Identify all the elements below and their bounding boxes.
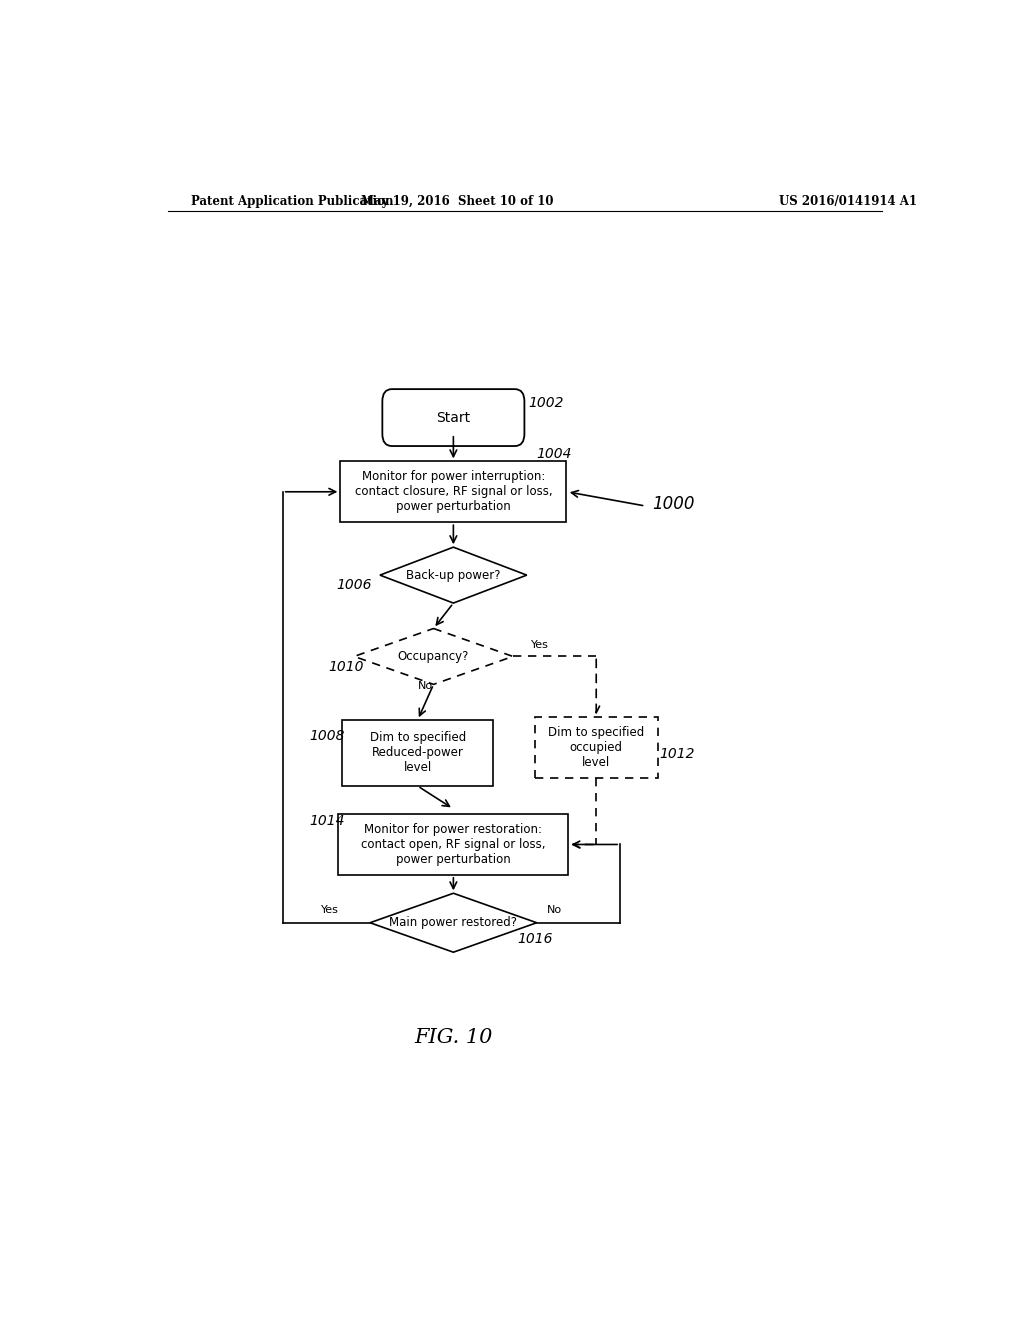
Text: 1012: 1012 (659, 747, 695, 762)
Bar (535, 718, 657, 779)
Bar (342, 719, 494, 785)
Text: 1008: 1008 (309, 729, 344, 743)
Text: Start: Start (436, 411, 470, 425)
Text: Back-up power?: Back-up power? (407, 569, 501, 582)
Text: US 2016/0141914 A1: US 2016/0141914 A1 (778, 194, 916, 207)
Text: No: No (547, 904, 562, 915)
Text: Monitor for power interruption:
contact closure, RF signal or loss,
power pertur: Monitor for power interruption: contact … (354, 470, 552, 513)
Bar (338, 814, 568, 875)
Text: Monitor for power restoration:
contact open, RF signal or loss,
power perturbati: Monitor for power restoration: contact o… (361, 822, 546, 866)
Polygon shape (380, 548, 526, 603)
Text: Patent Application Publication: Patent Application Publication (191, 194, 394, 207)
Text: FIG. 10: FIG. 10 (414, 1028, 493, 1047)
Text: Main power restored?: Main power restored? (389, 916, 517, 929)
Text: 1010: 1010 (328, 660, 364, 673)
Text: 1004: 1004 (537, 447, 572, 461)
Text: Occupancy?: Occupancy? (398, 649, 469, 663)
Text: 1014: 1014 (309, 814, 344, 828)
Text: Yes: Yes (531, 640, 549, 651)
Polygon shape (370, 894, 537, 952)
Text: Dim to specified
occupied
level: Dim to specified occupied level (548, 726, 644, 770)
Polygon shape (354, 628, 513, 684)
Text: Dim to specified
Reduced-power
level: Dim to specified Reduced-power level (370, 731, 466, 775)
Text: 1016: 1016 (517, 932, 552, 946)
Text: 1002: 1002 (528, 396, 564, 411)
Bar (340, 461, 566, 523)
FancyBboxPatch shape (382, 389, 524, 446)
Text: May 19, 2016  Sheet 10 of 10: May 19, 2016 Sheet 10 of 10 (361, 194, 554, 207)
Text: No: No (418, 681, 433, 690)
Text: 1000: 1000 (652, 495, 694, 513)
Text: 1006: 1006 (336, 578, 372, 593)
Text: Yes: Yes (321, 904, 339, 915)
